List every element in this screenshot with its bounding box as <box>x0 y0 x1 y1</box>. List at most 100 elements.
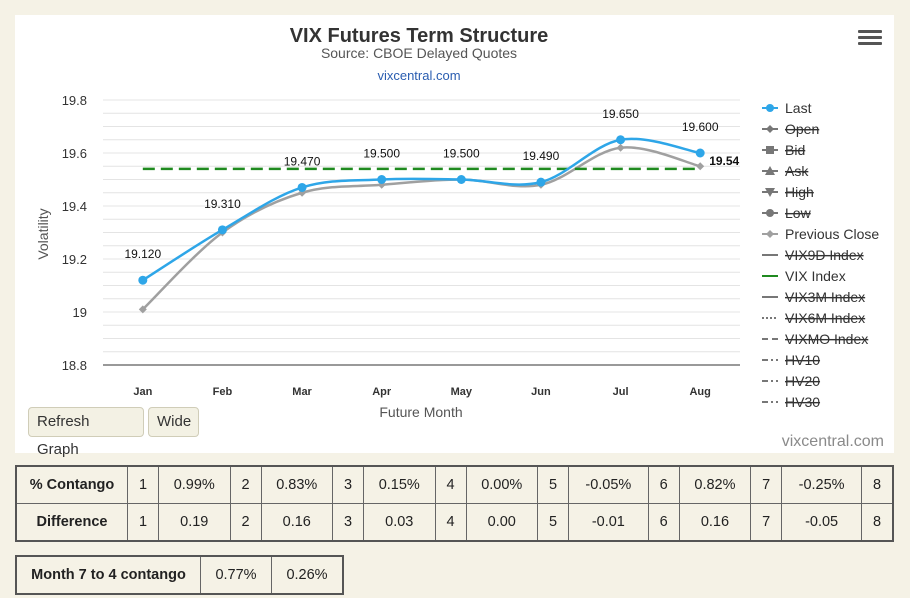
previous-close-point[interactable] <box>138 305 147 314</box>
contango-value-cell: 0.83% <box>260 465 333 504</box>
summary-label: Month 7 to 4 contango <box>15 555 201 595</box>
y-tick-label: 19.6 <box>62 146 87 161</box>
legend-label: VIX6M Index <box>785 310 865 326</box>
x-axis-title: Future Month <box>379 404 462 420</box>
last-data-label: 19.500 <box>363 147 400 161</box>
last-point[interactable] <box>616 135 626 145</box>
last-data-label: 19.490 <box>523 149 560 163</box>
legend-label: Bid <box>785 142 805 158</box>
legend-item[interactable]: VIX6M Index <box>762 310 865 326</box>
term-structure-chart: VIX Futures Term Structure Source: CBOE … <box>35 25 879 420</box>
legend-label: VIX Index <box>785 268 846 284</box>
x-tick-label: Jan <box>133 386 152 398</box>
previous-close-point[interactable] <box>696 162 705 171</box>
month-index-cell: 6 <box>647 465 680 504</box>
legend-label: Ask <box>785 163 809 179</box>
legend-item[interactable]: VIXMO Index <box>762 331 868 347</box>
last-data-label: 19.310 <box>204 197 241 211</box>
month-index-cell: 7 <box>750 465 783 504</box>
chart-menu-button[interactable] <box>858 27 882 47</box>
grid-lines <box>103 99 740 366</box>
y-tick-label: 19.4 <box>62 199 87 214</box>
legend-item[interactable]: VIX9D Index <box>762 247 864 263</box>
previous-close-point[interactable] <box>616 143 625 152</box>
last-point[interactable] <box>138 275 148 285</box>
y-tick-label: 18.8 <box>62 358 87 373</box>
x-tick-label: May <box>451 386 473 398</box>
last-line <box>142 137 701 282</box>
refresh-graph-button[interactable]: Refresh Graph <box>28 407 144 458</box>
legend-label: Open <box>785 121 819 137</box>
legend-symbol <box>765 188 775 197</box>
legend-item[interactable]: VIX Index <box>762 268 846 284</box>
watermark: vixcentral.com <box>781 433 884 450</box>
legend-item[interactable]: Previous Close <box>762 226 879 242</box>
legend-label: High <box>785 184 814 200</box>
month-index-cell: 4 <box>434 465 467 504</box>
wide-button[interactable]: Wide <box>148 407 199 437</box>
legend-item[interactable]: HV30 <box>762 394 820 410</box>
last-point[interactable] <box>456 175 466 184</box>
legend-item[interactable]: Ask <box>762 163 809 179</box>
legend-symbol <box>766 104 774 112</box>
x-tick-label: Apr <box>372 386 392 398</box>
legend-symbol <box>766 146 774 154</box>
last-data-label: 19.650 <box>602 107 639 121</box>
month-index-cell: 5 <box>537 503 569 542</box>
month-index-cell: 4 <box>434 503 467 542</box>
last-data-label: 19.470 <box>284 154 321 168</box>
y-tick-label: 19 <box>73 305 87 320</box>
last-point[interactable] <box>297 182 307 192</box>
difference-label: Difference <box>15 503 128 542</box>
month-index-cell: 3 <box>332 465 364 504</box>
legend-label: VIXMO Index <box>785 331 868 347</box>
difference-value-cell: 0.19 <box>158 503 231 542</box>
contango-label: % Contango <box>15 465 128 504</box>
x-tick-label: Mar <box>292 386 312 398</box>
y-axis: 19.8 19.6 19.4 19.2 19 18.8 <box>62 93 87 373</box>
month-index-cell: 1 <box>127 503 159 542</box>
x-tick-label: Jul <box>613 386 629 398</box>
difference-value-cell: 0.00 <box>465 503 538 542</box>
legend-item[interactable]: HV20 <box>762 373 820 389</box>
legend-label: HV30 <box>785 394 820 410</box>
x-tick-label: Aug <box>689 386 710 398</box>
series-group: 19.54 19.120 19.310 19.470 19.500 19.500 19.49… <box>124 107 740 314</box>
summary-value: 0.26% <box>271 555 344 595</box>
source-link[interactable]: vixcentral.com <box>377 68 460 83</box>
last-point[interactable] <box>217 225 227 235</box>
month-index-cell: 8 <box>861 465 894 504</box>
contango-row: % Contango 1 0.99% 2 0.83% 3 0.15% 4 0.00% 5 -0.05… <box>15 465 894 504</box>
legend-item[interactable]: Open <box>762 121 819 137</box>
month-index-cell: 1 <box>127 465 159 504</box>
last-point[interactable] <box>536 177 546 187</box>
last-point[interactable] <box>695 148 705 158</box>
difference-value-cell: 0.16 <box>678 503 752 542</box>
legend-symbol <box>766 209 774 217</box>
last-point[interactable] <box>377 175 387 184</box>
y-tick-label: 19.2 <box>62 252 87 267</box>
y-tick-label: 19.8 <box>62 93 87 108</box>
legend-item[interactable]: HV10 <box>762 352 820 368</box>
legend-item[interactable]: Last <box>762 100 812 116</box>
last-data-label: 19.500 <box>443 147 480 161</box>
vix-index-label: 19.54 <box>709 154 739 168</box>
x-tick-label: Feb <box>213 386 233 398</box>
legend-item[interactable]: Low <box>762 205 812 221</box>
month-index-cell: 6 <box>647 503 680 542</box>
summary-value: 0.77% <box>200 555 272 595</box>
contango-table: % Contango 1 0.99% 2 0.83% 3 0.15% 4 0.00% 5 -0.05… <box>15 465 894 542</box>
legend-symbol <box>766 230 774 238</box>
legend-item[interactable]: Bid <box>762 142 805 158</box>
difference-value-cell: -0.05 <box>781 503 862 542</box>
difference-row: Difference 1 0.19 2 0.16 3 0.03 4 0.00 5 -0.01 6 0.1… <box>15 503 894 542</box>
legend-item[interactable]: VIX3M Index <box>762 289 865 305</box>
difference-value-cell: 0.16 <box>260 503 333 542</box>
summary-row: Month 7 to 4 contango 0.77% 0.26% <box>15 555 344 595</box>
month-index-cell: 3 <box>332 503 364 542</box>
contango-value-cell: 0.15% <box>363 465 436 504</box>
x-axis: Jan Feb Mar Apr May Jun Jul Aug <box>133 386 711 398</box>
month-index-cell: 2 <box>229 503 262 542</box>
last-data-label: 19.120 <box>124 247 161 261</box>
legend-item[interactable]: High <box>762 184 814 200</box>
